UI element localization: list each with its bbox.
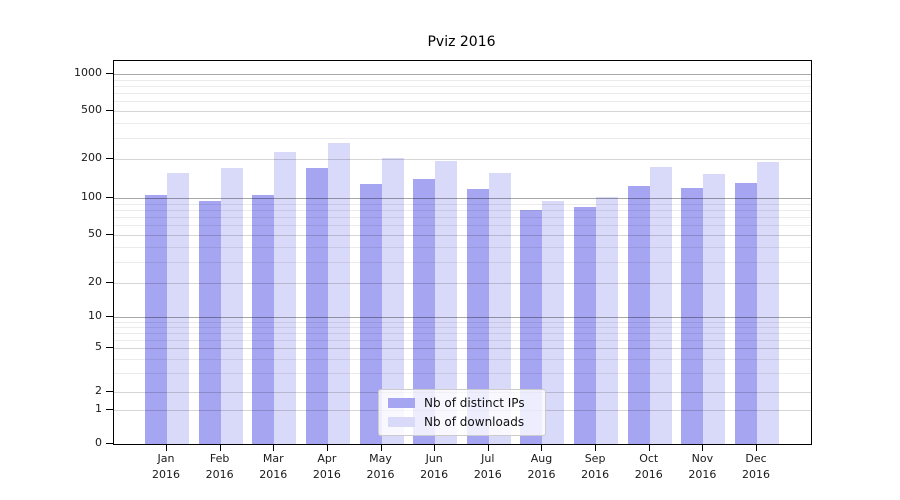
bar-jun-downloads xyxy=(435,161,458,444)
y-tick-label-5: 5 xyxy=(95,340,102,353)
x-tick-label-jul: Jul 2016 xyxy=(473,452,502,481)
y-tick-label-2: 2 xyxy=(95,384,102,397)
x-tick-label-mar: Mar 2016 xyxy=(259,452,288,481)
x-tick-mark-jun xyxy=(434,444,436,451)
x-tick-label-apr: Apr 2016 xyxy=(312,452,341,481)
bar-feb-distinct-ips xyxy=(198,200,221,444)
bar-nov-distinct-ips xyxy=(681,187,704,444)
bar-jan-downloads xyxy=(167,173,189,444)
bar-nov-downloads xyxy=(703,174,726,444)
x-tick-label-nov: Nov 2016 xyxy=(688,452,717,481)
x-tick-label-may: May 2016 xyxy=(366,452,395,481)
y-tick-mark-20 xyxy=(106,282,113,283)
x-tick-mark-apr xyxy=(326,444,328,451)
y-tick-label-20: 20 xyxy=(88,275,102,288)
bar-sep-distinct-ips xyxy=(574,207,597,444)
x-tick-mark-aug xyxy=(541,444,543,451)
y-tick-mark-10 xyxy=(106,316,113,317)
x-tick-mark-dec xyxy=(756,444,757,451)
bar-jul-downloads xyxy=(488,173,511,444)
x-tick-label-jan: Jan 2016 xyxy=(152,452,180,481)
plot-area xyxy=(113,60,812,445)
legend-label-distinct-ips: Nb of distinct IPs xyxy=(424,395,525,410)
bar-jun-distinct-ips xyxy=(413,179,436,444)
legend-item-distinct-ips: Nb of distinct IPs xyxy=(379,396,545,410)
y-tick-label-0: 0 xyxy=(95,436,102,449)
bar-sep-downloads xyxy=(596,196,619,444)
y-tick-mark-0 xyxy=(106,443,113,444)
y-tick-mark-1000 xyxy=(106,73,113,74)
x-tick-mark-feb xyxy=(219,444,221,451)
y-tick-label-10: 10 xyxy=(88,309,102,322)
x-tick-mark-may xyxy=(380,444,382,451)
x-tick-mark-nov xyxy=(702,444,704,451)
x-tick-label-aug: Aug 2016 xyxy=(527,452,556,481)
x-tick-mark-sep xyxy=(595,444,597,451)
bar-jul-distinct-ips xyxy=(466,188,489,444)
y-tick-mark-50 xyxy=(106,234,113,235)
bar-apr-distinct-ips xyxy=(305,168,328,444)
legend-item-downloads: Nb of downloads xyxy=(379,415,545,429)
y-tick-mark-5 xyxy=(106,347,113,348)
bar-mar-distinct-ips xyxy=(252,194,275,444)
x-tick-label-oct: Oct 2016 xyxy=(634,452,663,481)
x-tick-mark-oct xyxy=(648,444,650,451)
y-tick-label-200: 200 xyxy=(81,151,102,164)
x-tick-label-sep: Sep 2016 xyxy=(581,452,610,481)
bar-apr-downloads xyxy=(327,143,350,444)
bar-aug-downloads xyxy=(542,200,565,444)
bar-may-downloads xyxy=(381,157,404,444)
bar-feb-downloads xyxy=(220,168,243,444)
y-tick-mark-200 xyxy=(106,158,113,159)
bar-dec-distinct-ips xyxy=(735,183,757,444)
chart-title: Pviz 2016 xyxy=(427,34,496,50)
bar-aug-distinct-ips xyxy=(520,209,543,444)
bars-layer xyxy=(114,61,811,444)
x-tick-label-feb: Feb 2016 xyxy=(205,452,234,481)
y-tick-mark-1 xyxy=(106,409,113,410)
bar-jan-distinct-ips xyxy=(145,195,167,444)
x-tick-mark-jul xyxy=(487,444,489,451)
y-tick-label-1000: 1000 xyxy=(74,66,102,79)
legend: Nb of distinct IPs Nb of downloads xyxy=(378,389,546,436)
legend-swatch-downloads xyxy=(388,417,415,428)
x-tick-mark-mar xyxy=(273,444,275,451)
y-tick-label-50: 50 xyxy=(88,227,102,240)
legend-swatch-distinct-ips xyxy=(388,397,415,408)
x-tick-mark-jan xyxy=(166,444,167,451)
bar-dec-downloads xyxy=(757,161,779,444)
bar-may-distinct-ips xyxy=(359,184,382,444)
y-tick-mark-2 xyxy=(106,391,113,392)
legend-label-downloads: Nb of downloads xyxy=(424,415,525,430)
y-tick-label-500: 500 xyxy=(81,103,102,116)
y-tick-mark-100 xyxy=(106,197,113,198)
x-tick-label-dec: Dec 2016 xyxy=(742,452,770,481)
bar-mar-downloads xyxy=(274,151,297,444)
x-tick-label-jun: Jun 2016 xyxy=(420,452,449,481)
bar-oct-distinct-ips xyxy=(627,185,650,444)
y-tick-label-1: 1 xyxy=(95,402,102,415)
y-tick-mark-500 xyxy=(106,110,113,111)
y-tick-label-100: 100 xyxy=(81,190,102,203)
bar-oct-downloads xyxy=(649,166,672,444)
